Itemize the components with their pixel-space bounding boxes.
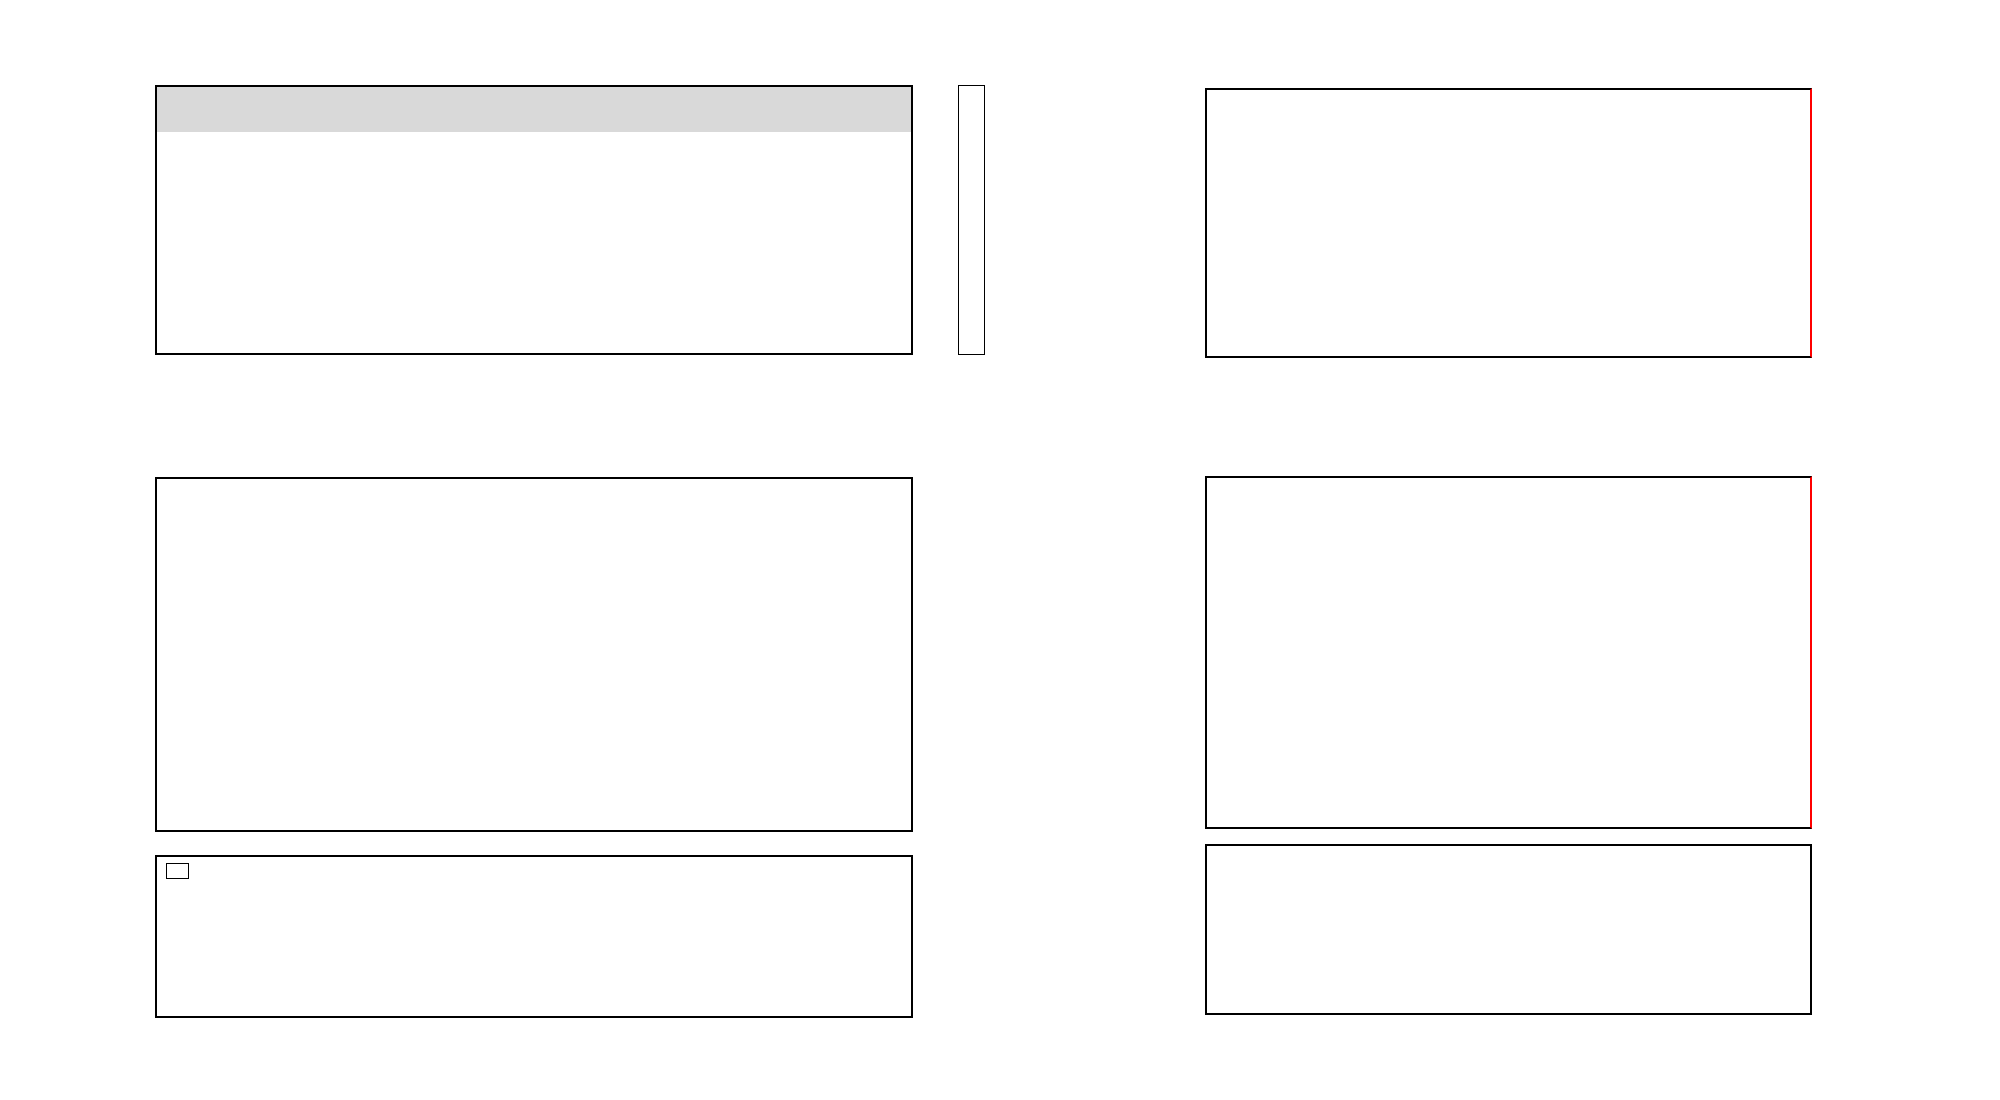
- kp-panel: [155, 855, 913, 1018]
- proton-flux-panel: [1205, 844, 1812, 1015]
- heatmap-no-data-band: [157, 87, 911, 132]
- electron-flux-panel: [155, 477, 913, 832]
- proton-flux-plot: [1207, 846, 1810, 1013]
- imf-bz-sw-velocity-panel: [1205, 88, 1812, 358]
- imf-bz-sw-velocity-plot: [1207, 90, 1809, 356]
- kp-legend: [166, 863, 189, 879]
- dst-sw-pressure-panel: [1205, 476, 1812, 829]
- dst-sw-pressure-plot: [1207, 478, 1809, 827]
- heatmap-panel: [155, 85, 913, 355]
- colorbar: [958, 85, 985, 355]
- electron-flux-plot: [157, 479, 911, 830]
- heatmap-overlay: [157, 87, 911, 353]
- colorbar-ticks: [959, 86, 983, 353]
- kp-bars: [157, 857, 911, 1016]
